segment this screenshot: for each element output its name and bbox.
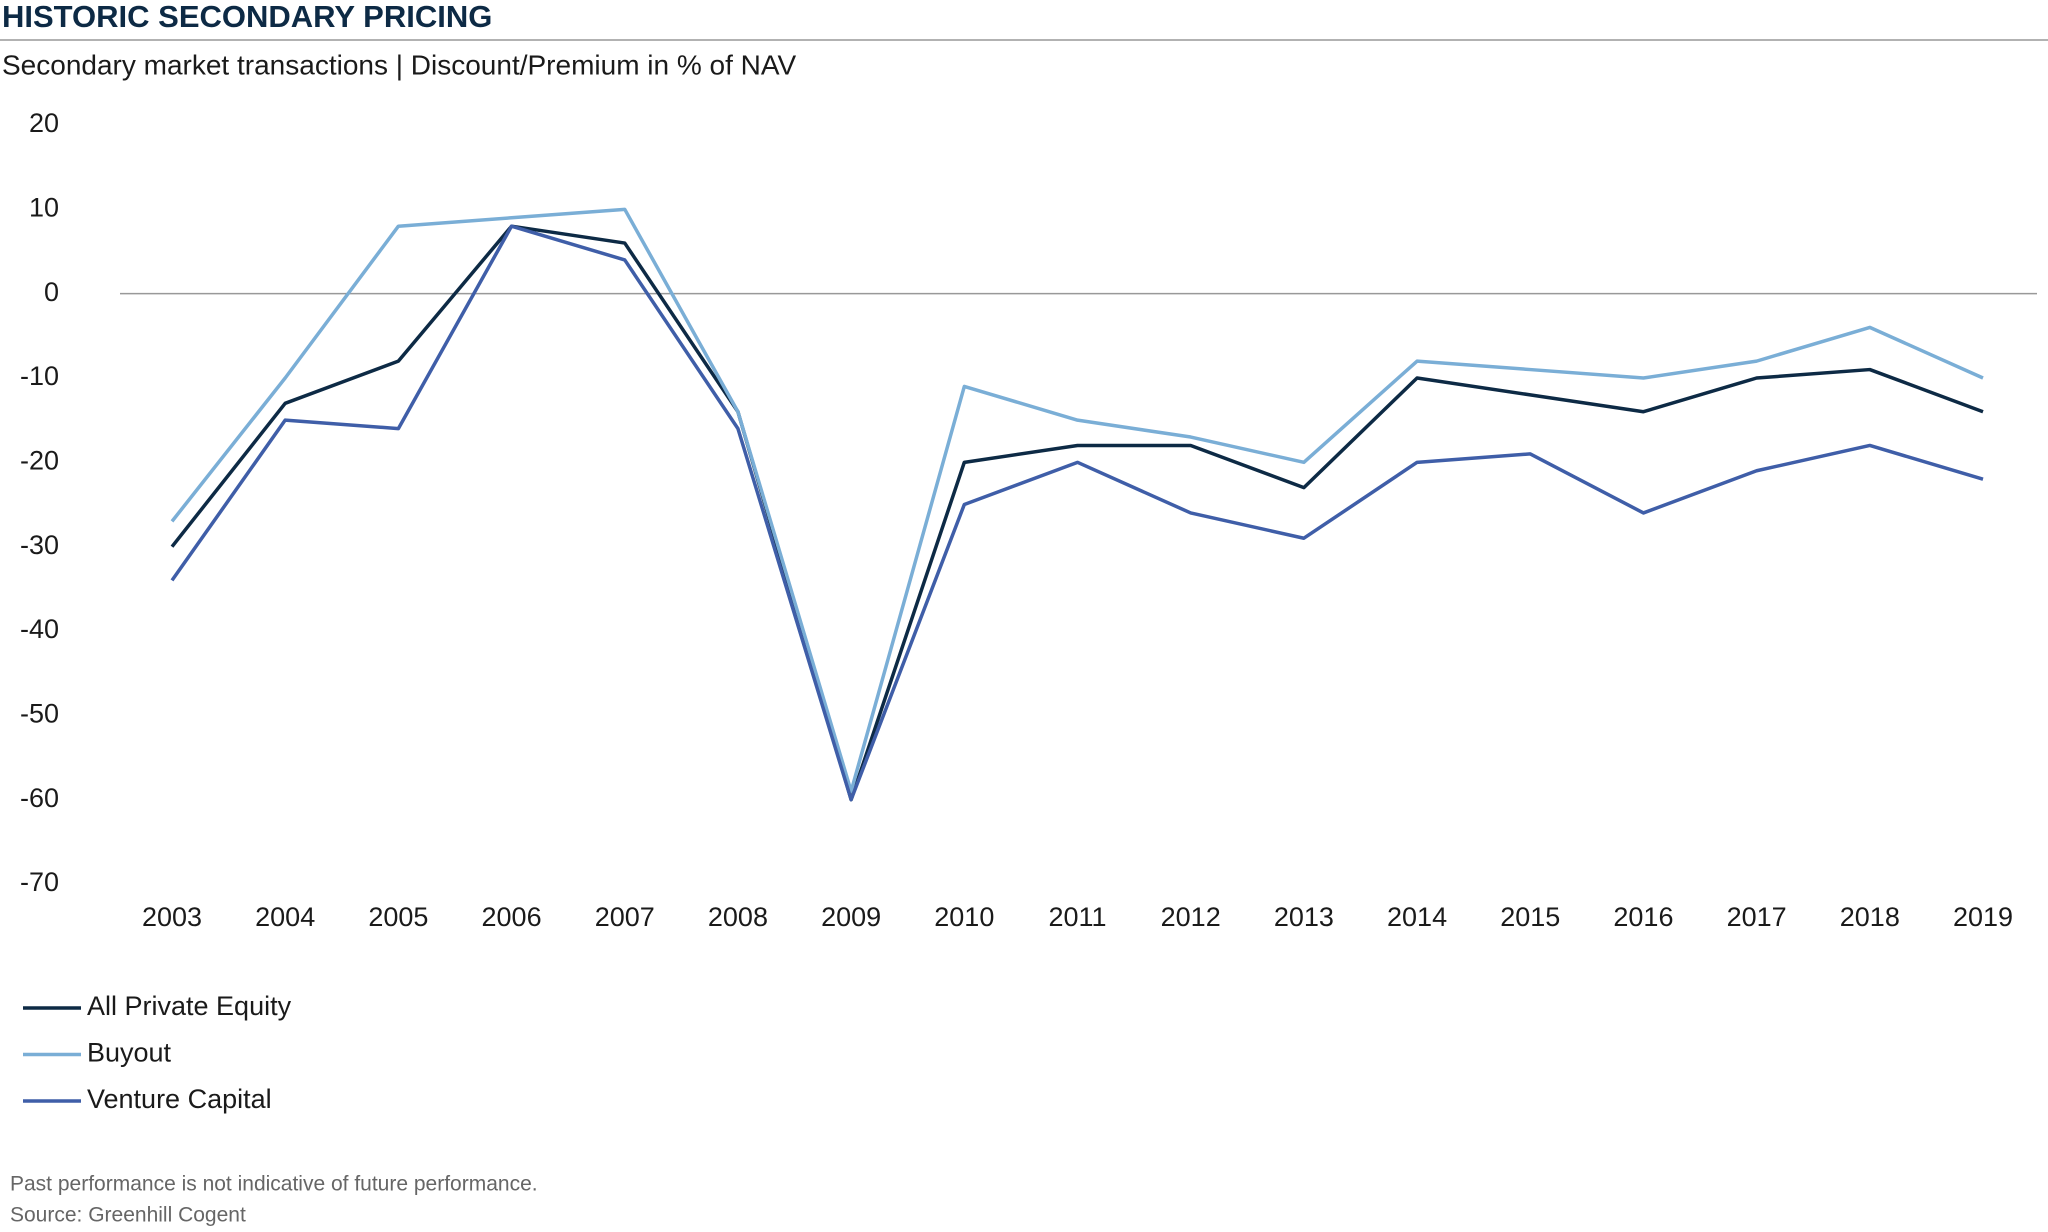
x-tick-label: 2008: [708, 902, 768, 932]
y-tick-label: 10: [29, 192, 59, 222]
chart-subtitle: Secondary market transactions | Discount…: [2, 49, 796, 80]
x-tick-label: 2010: [934, 902, 994, 932]
x-tick-label: 2005: [368, 902, 428, 932]
chart-title: HISTORIC SECONDARY PRICING: [2, 0, 492, 34]
y-tick-label: -50: [20, 698, 59, 728]
x-tick-label: 2012: [1161, 902, 1221, 932]
footnote: Past performance is not indicative of fu…: [10, 1173, 538, 1196]
x-tick-label: 2011: [1048, 902, 1106, 932]
x-tick-label: 2014: [1387, 902, 1447, 932]
x-tick-label: 2006: [482, 902, 542, 932]
y-tick-label: -70: [20, 867, 59, 897]
x-tick-label: 2017: [1727, 902, 1787, 932]
x-tick-label: 2004: [255, 902, 315, 932]
series-line: [170, 224, 1984, 802]
x-tick-label: 2015: [1500, 902, 1560, 932]
x-tick-label: 2003: [142, 902, 202, 932]
legend-label: Venture Capital: [87, 1084, 272, 1114]
y-tick-label: -30: [20, 530, 59, 560]
y-tick-label: 20: [29, 108, 59, 138]
series-line: [170, 224, 1984, 802]
x-tick-label: 2019: [1953, 902, 2013, 932]
x-tick-label: 2016: [1613, 902, 1673, 932]
x-tick-label: 2007: [595, 902, 655, 932]
y-tick-label: 0: [44, 277, 59, 307]
series-line: [170, 207, 1984, 793]
legend-label: Buyout: [87, 1038, 172, 1068]
y-tick-label: -20: [20, 445, 59, 475]
x-tick-label: 2013: [1274, 902, 1334, 932]
x-tick-label: 2018: [1840, 902, 1900, 932]
footnote: Source: Greenhill Cogent: [10, 1204, 246, 1227]
y-tick-label: -60: [20, 783, 59, 813]
x-tick-label: 2009: [821, 902, 881, 932]
y-tick-label: -40: [20, 614, 59, 644]
legend-label: All Private Equity: [87, 991, 292, 1021]
y-tick-label: -10: [20, 361, 59, 391]
